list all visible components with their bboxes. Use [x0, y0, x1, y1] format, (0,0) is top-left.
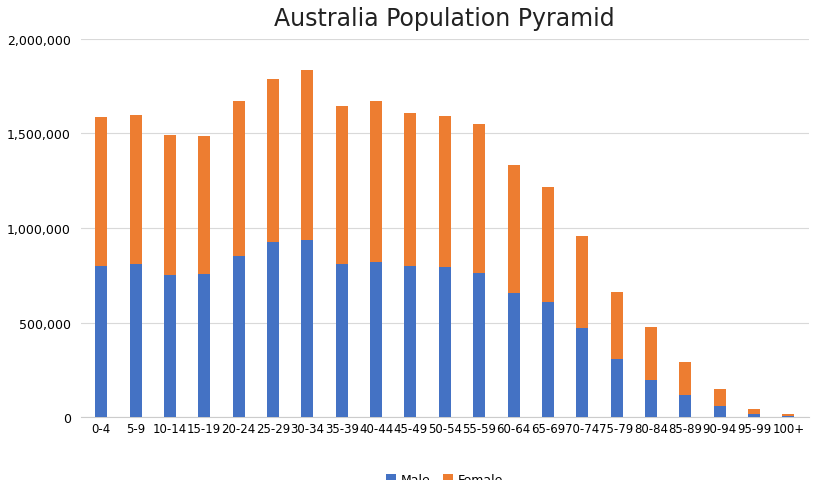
Bar: [130, 115, 141, 264]
Bar: [748, 409, 760, 414]
Bar: [335, 107, 348, 264]
Bar: [610, 359, 623, 418]
Bar: [95, 266, 107, 418]
Bar: [198, 274, 211, 418]
Bar: [576, 329, 588, 418]
Bar: [164, 275, 176, 418]
Bar: [783, 416, 795, 418]
Bar: [405, 266, 416, 418]
Bar: [267, 79, 279, 243]
Bar: [714, 389, 725, 406]
Bar: [508, 294, 520, 418]
Bar: [130, 264, 141, 418]
Bar: [473, 125, 486, 273]
Bar: [473, 273, 486, 418]
Bar: [610, 292, 623, 359]
Bar: [335, 264, 348, 418]
Bar: [164, 136, 176, 275]
Bar: [439, 267, 450, 418]
Bar: [542, 188, 554, 302]
Bar: [783, 414, 795, 416]
Bar: [198, 137, 211, 274]
Bar: [714, 406, 725, 418]
Bar: [233, 102, 245, 256]
Bar: [645, 327, 657, 380]
Bar: [370, 263, 382, 418]
Bar: [267, 243, 279, 418]
Bar: [508, 166, 520, 294]
Bar: [542, 302, 554, 418]
Bar: [439, 116, 450, 267]
Bar: [748, 414, 760, 418]
Bar: [680, 362, 691, 395]
Bar: [405, 113, 416, 266]
Bar: [301, 71, 313, 240]
Bar: [370, 102, 382, 263]
Bar: [576, 237, 588, 329]
Legend: Male, Female: Male, Female: [386, 473, 503, 480]
Bar: [95, 118, 107, 266]
Bar: [233, 256, 245, 418]
Title: Australia Population Pyramid: Australia Population Pyramid: [274, 7, 615, 31]
Bar: [680, 395, 691, 418]
Bar: [645, 380, 657, 418]
Bar: [301, 240, 313, 418]
